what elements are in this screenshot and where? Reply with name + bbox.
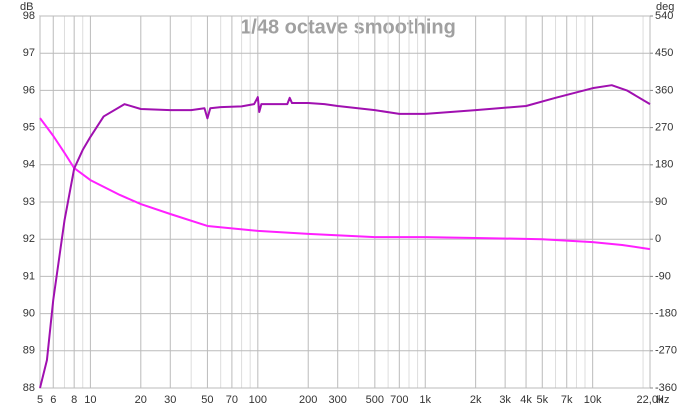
x-tick-label: 70 — [226, 394, 238, 406]
x-tick-label: 100 — [249, 394, 267, 406]
x-tick-label: 700 — [390, 394, 408, 406]
x-tick-label: 4k — [520, 394, 532, 406]
x-tick-label: 10k — [584, 394, 602, 406]
y-tick-label: 95 — [23, 122, 35, 134]
y-tick-label: 89 — [23, 345, 35, 357]
x-tick-label: 1k — [419, 394, 431, 406]
y2-tick-label: -180 — [655, 308, 677, 320]
x-tick-label: 10 — [84, 394, 96, 406]
x-tick-label: 8 — [71, 394, 77, 406]
x-tick-label: 5k — [536, 394, 548, 406]
y2-tick-label: 360 — [655, 84, 673, 96]
y2-tick-label: 0 — [655, 233, 661, 245]
y-tick-label: 93 — [23, 196, 35, 208]
y-tick-label: 94 — [23, 159, 35, 171]
y-tick-label: 98 — [23, 10, 35, 22]
x-tick-label: 20 — [135, 394, 147, 406]
x-tick-label: 3k — [499, 394, 511, 406]
chart-title: 1/48 octave smoothing — [240, 16, 456, 38]
x-tick-label: 7k — [561, 394, 573, 406]
y-tick-label: 88 — [23, 382, 35, 394]
y2-tick-label: 540 — [655, 10, 673, 22]
data-line — [39, 84, 651, 389]
y2-unit: deg — [656, 1, 674, 13]
y2-tick-label: 180 — [655, 159, 673, 171]
x-tick-label: 30 — [164, 394, 176, 406]
x-tick-label: 5 — [37, 394, 43, 406]
x-tick-label: 22,0k — [637, 394, 664, 406]
y-tick-label: 96 — [23, 84, 35, 96]
x-unit: Hz — [656, 394, 669, 406]
y-tick-label: 90 — [23, 308, 35, 320]
y-tick-label: 91 — [23, 270, 35, 282]
y2-tick-label: -90 — [655, 270, 671, 282]
data-line — [39, 117, 651, 251]
x-tick-label: 300 — [329, 394, 347, 406]
x-tick-label: 50 — [201, 394, 213, 406]
x-tick-label: 2k — [470, 394, 482, 406]
y2-tick-label: 90 — [655, 196, 667, 208]
y-unit: dB — [20, 1, 33, 13]
x-tick-label: 500 — [366, 394, 384, 406]
x-tick-label: 200 — [299, 394, 317, 406]
x-tick-label: 6 — [50, 394, 56, 406]
y2-tick-label: -270 — [655, 345, 677, 357]
y2-tick-label: -360 — [655, 382, 677, 394]
y-tick-label: 92 — [23, 233, 35, 245]
y-tick-label: 97 — [23, 47, 35, 59]
y2-tick-label: 270 — [655, 122, 673, 134]
y2-tick-label: 450 — [655, 47, 673, 59]
